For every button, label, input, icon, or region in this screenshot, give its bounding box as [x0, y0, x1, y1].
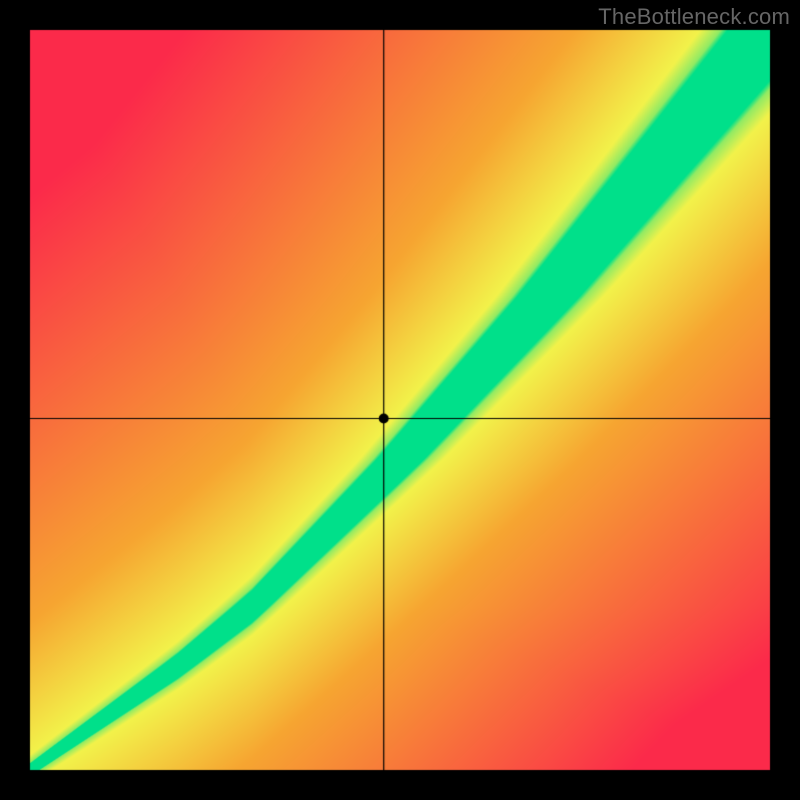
- bottleneck-heatmap: [0, 0, 800, 800]
- watermark-text: TheBottleneck.com: [598, 4, 790, 30]
- chart-container: TheBottleneck.com: [0, 0, 800, 800]
